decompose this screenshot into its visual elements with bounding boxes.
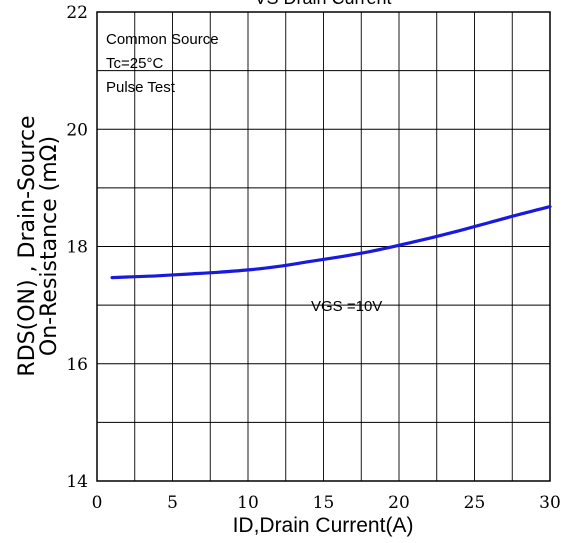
y-tick-label: 20	[66, 120, 88, 140]
series-line-vgs-10v	[110, 205, 552, 280]
annotation-block: Common Source Tc=25°C Pulse Test	[106, 31, 219, 96]
y-tick-label: 14	[66, 472, 88, 492]
annotation-pulse-test: Pulse Test	[106, 79, 176, 96]
plot-frame	[96, 11, 551, 482]
x-tick-label: 25	[464, 493, 486, 513]
y-tick-labels: 14 16 18 20 22	[66, 3, 88, 492]
annotation-tc: Tc=25°C	[106, 55, 163, 72]
x-tick-label: 10	[237, 493, 259, 513]
y-axis-label: RDS(ON) , Drain-Source On-Resistance (mΩ…	[15, 115, 62, 376]
grid-lines	[97, 12, 550, 481]
x-tick-label: 15	[313, 493, 335, 513]
chart-title: VS Drain Current	[254, 0, 391, 8]
x-tick-label: 5	[167, 493, 178, 513]
x-axis-label: ID,Drain Current(A)	[233, 514, 414, 537]
y-axis-label-line-1: RDS(ON) , Drain-Source	[15, 115, 40, 376]
y-axis-label-line-2: On-Resistance (mΩ)	[37, 136, 62, 356]
x-tick-label: 20	[388, 493, 410, 513]
x-tick-label: 0	[92, 493, 103, 513]
series-label-vgs-10v: VGS =10V	[311, 298, 382, 315]
x-tick-label: 30	[539, 493, 561, 513]
annotation-common-source: Common Source	[106, 31, 219, 48]
y-tick-label: 16	[66, 355, 88, 375]
y-tick-label: 18	[66, 238, 88, 258]
y-tick-label: 22	[66, 3, 88, 23]
x-tick-labels: 0 5 10 15 20 25 30	[92, 493, 561, 513]
